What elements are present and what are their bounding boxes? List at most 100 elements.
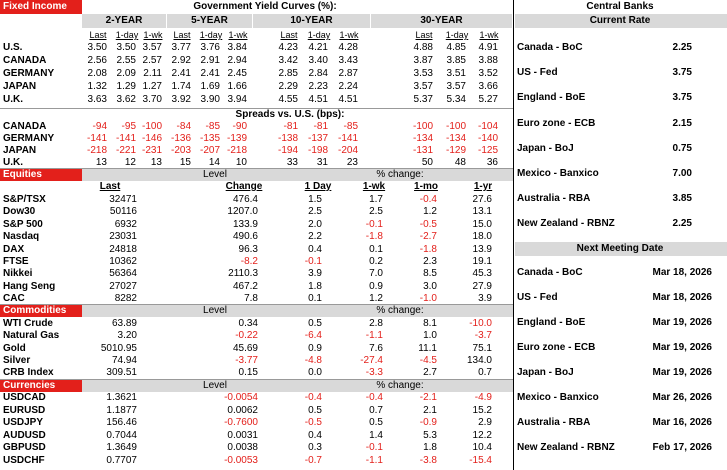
bank-rate: 3.75 xyxy=(672,67,692,79)
column-header: 1-day xyxy=(307,30,331,40)
market-value: -1.0 xyxy=(419,293,437,305)
market-value: 7.0 xyxy=(369,268,383,280)
yield-value: 1.74 xyxy=(171,81,191,92)
market-value: 45.3 xyxy=(472,268,492,280)
market-value: 0.34 xyxy=(238,318,258,329)
row-label: Natural Gas xyxy=(3,330,60,342)
column-header: Last xyxy=(99,181,121,192)
group-header-bg xyxy=(253,14,370,28)
market-value: 1.3621 xyxy=(106,392,137,403)
market-value: -2.1 xyxy=(419,392,437,403)
column-header: Last xyxy=(89,30,107,40)
yield-value: 2.85 xyxy=(278,68,298,79)
row-label: S&P 500 xyxy=(3,218,43,230)
market-value: -1.1 xyxy=(365,330,383,342)
market-value: 1.1877 xyxy=(106,404,137,416)
market-value: 490.6 xyxy=(232,231,258,243)
market-value: 0.1 xyxy=(308,293,322,305)
market-value: -0.0054 xyxy=(224,392,258,403)
column-header: Last xyxy=(280,30,298,40)
market-value: 1.8 xyxy=(423,442,437,453)
market-value: -0.5 xyxy=(304,417,322,428)
yield-value: 2.09 xyxy=(116,68,136,79)
spread-value: -221 xyxy=(115,145,136,156)
row-label: Gold xyxy=(3,342,26,354)
market-value: 2.8 xyxy=(369,318,383,329)
change-header: % change: xyxy=(376,169,424,180)
meeting-date: Mar 18, 2026 xyxy=(652,267,713,278)
spread-value: -81 xyxy=(283,121,298,132)
section-label-bg xyxy=(0,380,82,392)
yield-value: 1.32 xyxy=(87,81,107,92)
column-header: 1-day xyxy=(115,30,139,40)
meeting-date: Feb 17, 2026 xyxy=(652,442,712,453)
meeting-date: Mar 26, 2026 xyxy=(652,392,713,403)
spread-value: -139 xyxy=(226,133,247,144)
market-value: 18.0 xyxy=(472,231,492,243)
spread-value: -90 xyxy=(232,121,247,132)
market-value: -0.1 xyxy=(304,256,322,267)
bank-name: Canada - BoC xyxy=(517,42,583,53)
section-label: Commodities xyxy=(3,305,67,316)
bank-rate: 3.75 xyxy=(672,92,692,104)
market-value: -3.77 xyxy=(235,354,258,366)
market-value: -4.9 xyxy=(474,392,492,403)
bank-name: Japan - BoJ xyxy=(517,142,574,154)
meeting-header-bg xyxy=(515,242,727,256)
market-value: 476.4 xyxy=(232,194,258,205)
bank-rate: 2.25 xyxy=(672,42,692,53)
bank-rate: 3.85 xyxy=(672,193,692,205)
yield-value: 2.94 xyxy=(227,55,247,66)
column-header: Last xyxy=(415,30,433,40)
market-value: 0.0031 xyxy=(227,429,258,441)
spread-value: -131 xyxy=(412,145,433,156)
change-header: % change: xyxy=(376,380,424,391)
market-value: -0.1 xyxy=(365,442,383,453)
section-label: Fixed Income xyxy=(3,1,67,12)
market-value: 2.7 xyxy=(423,367,437,379)
spread-value: -135 xyxy=(199,133,220,144)
market-value: 5.3 xyxy=(423,429,437,441)
row-label: CAC xyxy=(3,293,25,305)
spread-value: -136 xyxy=(170,133,191,144)
row-label: USDJPY xyxy=(3,417,44,428)
market-value: 7.6 xyxy=(369,342,383,354)
spreads-title: Spreads vs. U.S. (bps): xyxy=(235,109,345,120)
column-header: 1-wk xyxy=(339,30,359,40)
market-value: 13.1 xyxy=(472,206,492,218)
column-header: 1 Day xyxy=(304,181,332,192)
spread-value: 33 xyxy=(286,157,298,168)
spread-value: 31 xyxy=(316,157,328,168)
group-header: 10-YEAR xyxy=(290,15,333,26)
section-label-bg xyxy=(0,305,82,317)
column-header: 1-wk xyxy=(228,30,248,40)
row-label: JAPAN xyxy=(3,81,37,92)
yield-value: 3.53 xyxy=(413,68,433,79)
bank-name: England - BoE xyxy=(517,92,586,104)
market-value: -0.4 xyxy=(419,194,437,205)
yield-value: 3.62 xyxy=(116,94,136,105)
market-value: 0.7707 xyxy=(106,454,137,466)
market-value: 0.4 xyxy=(308,243,322,255)
market-value: -0.7600 xyxy=(224,417,258,428)
market-value: 0.9 xyxy=(369,280,383,292)
yield-value: 3.87 xyxy=(413,55,433,66)
row-label: AUDUSD xyxy=(3,429,46,441)
change-header: % change: xyxy=(376,305,424,316)
yield-value: 3.66 xyxy=(478,81,498,92)
divider xyxy=(0,168,513,169)
row-label: JAPAN xyxy=(3,145,37,156)
yield-value: 4.91 xyxy=(478,42,498,53)
row-label: Nikkei xyxy=(3,268,33,280)
row-label: S&P/TSX xyxy=(3,194,46,205)
yield-value: 4.28 xyxy=(338,42,358,53)
spread-value: 36 xyxy=(486,157,498,168)
yield-value: 5.34 xyxy=(446,94,466,105)
bank-name: New Zealand - RBNZ xyxy=(517,442,615,453)
spread-value: 12 xyxy=(124,157,136,168)
market-value: 8.5 xyxy=(423,268,437,280)
section-label: Currencies xyxy=(3,380,56,391)
section-label-bg xyxy=(0,169,82,181)
yield-value: 1.29 xyxy=(116,81,136,92)
yield-value: 3.57 xyxy=(413,81,433,92)
